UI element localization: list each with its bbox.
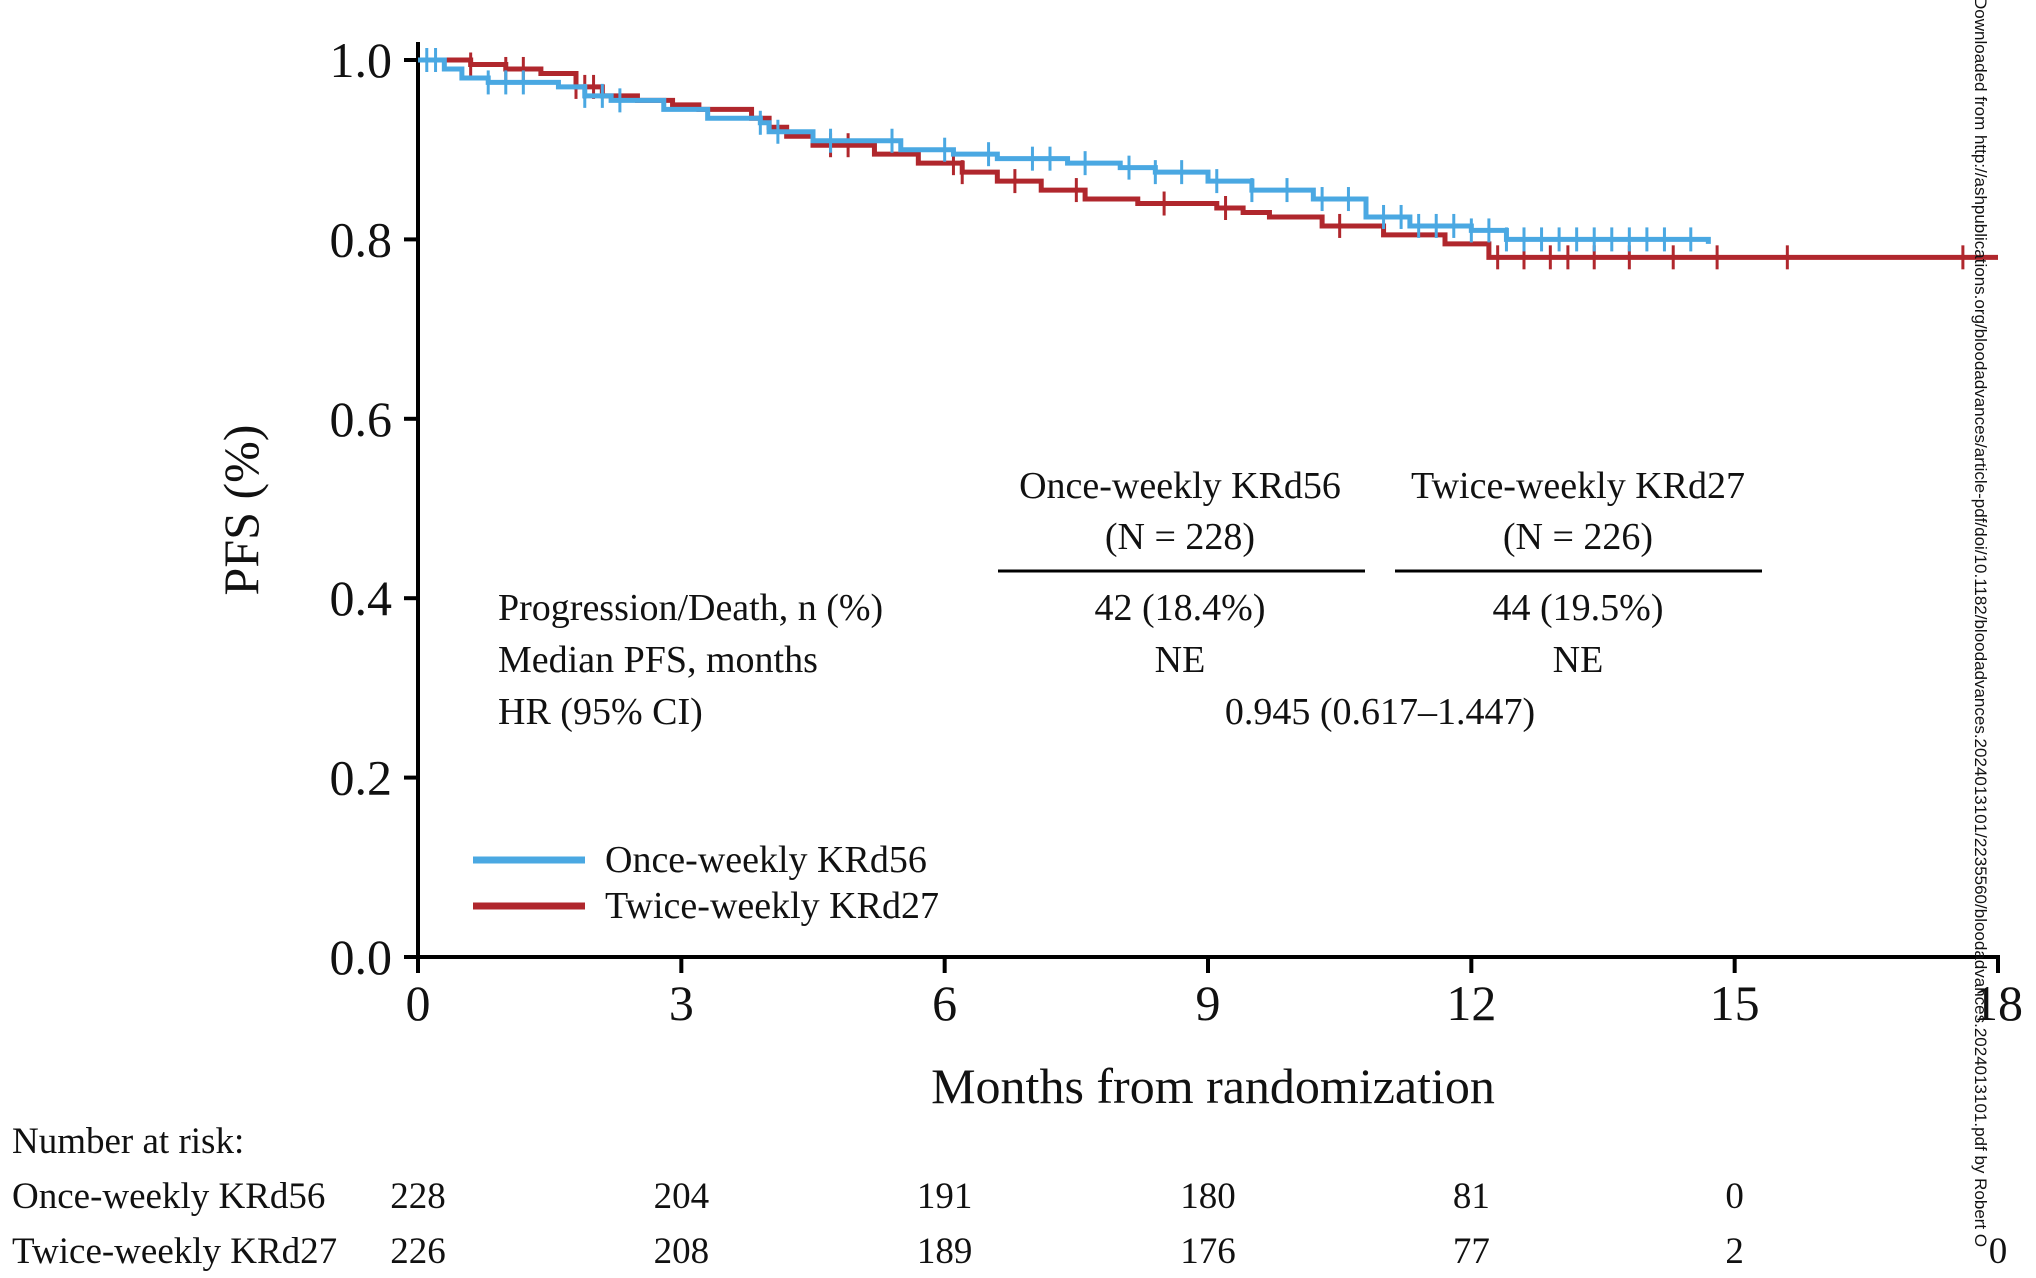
risk-value: 228 <box>390 1176 446 1217</box>
summary-cell: NE <box>1553 639 1604 681</box>
curve-twice-weekly <box>418 57 1998 260</box>
risk-value: 176 <box>1180 1231 1236 1272</box>
risk-value: 77 <box>1453 1231 1490 1272</box>
legend: Once-weekly KRd56 Twice-weekly KRd27 <box>473 839 939 927</box>
curve-once-weekly <box>418 57 1711 244</box>
x-tick-label: 0 <box>406 975 431 1031</box>
risk-value: 191 <box>917 1176 973 1217</box>
summary-col1-n: (N = 228) <box>1105 516 1255 558</box>
x-tick-label: 12 <box>1446 975 1496 1031</box>
summary-col2-n: (N = 226) <box>1503 516 1653 558</box>
y-tick-label: 0.0 <box>330 929 393 985</box>
y-tick-label: 0.8 <box>330 211 393 267</box>
summary-col2-name: Twice-weekly KRd27 <box>1411 465 1745 507</box>
y-tick-label: 0.6 <box>330 391 393 447</box>
x-tick-label: 18 <box>1973 975 2023 1031</box>
risk-row-label-once-weekly: Once-weekly KRd56 <box>12 1176 325 1217</box>
x-tick-label: 9 <box>1196 975 1221 1031</box>
summary-cell: NE <box>1155 639 1206 681</box>
risk-values: 228 204 191 180 81 0 226 208 189 176 77 2 0 <box>390 1176 2007 1272</box>
risk-value: 226 <box>390 1231 446 1272</box>
risk-value: 208 <box>654 1231 710 1272</box>
summary-hr-value: 0.945 (0.617–1.447) <box>1225 691 1535 733</box>
legend-label-once-weekly: Once-weekly KRd56 <box>605 839 927 881</box>
y-axis-ticks: 0.0 0.2 0.4 0.6 0.8 1.0 <box>330 32 418 985</box>
summary-row-label: HR (95% CI) <box>498 691 703 733</box>
series-twice-weekly <box>418 52 1998 270</box>
y-tick-label: 1.0 <box>330 32 393 88</box>
risk-value: 0 <box>1989 1231 2008 1272</box>
y-tick-label: 0.4 <box>330 570 393 626</box>
summary-table: Once-weekly KRd56 (N = 228) Twice-weekly… <box>498 465 1762 733</box>
risk-row-label-twice-weekly: Twice-weekly KRd27 <box>12 1231 337 1272</box>
x-axis-title: Months from randomization <box>931 1058 1495 1114</box>
summary-cell: 44 (19.5%) <box>1493 587 1664 629</box>
risk-value: 0 <box>1725 1176 1744 1217</box>
y-axis-title: PFS (%) <box>213 425 269 596</box>
series-once-weekly <box>418 48 1711 252</box>
risk-value: 2 <box>1725 1231 1744 1272</box>
legend-label-twice-weekly: Twice-weekly KRd27 <box>605 885 939 927</box>
number-at-risk-table: Number at risk: Once-weekly KRd56 Twice-… <box>12 1121 2007 1272</box>
summary-row-label: Progression/Death, n (%) <box>498 587 883 629</box>
download-watermark: Downloaded from http://ashpublications.o… <box>1971 0 1990 1247</box>
x-tick-label: 3 <box>669 975 694 1031</box>
risk-value: 189 <box>917 1231 973 1272</box>
risk-value: 180 <box>1180 1176 1236 1217</box>
risk-value: 81 <box>1453 1176 1490 1217</box>
risk-table-title: Number at risk: <box>12 1121 244 1162</box>
summary-cell: 42 (18.4%) <box>1095 587 1266 629</box>
y-tick-label: 0.2 <box>330 750 393 806</box>
x-tick-label: 6 <box>932 975 957 1031</box>
summary-row-label: Median PFS, months <box>498 639 818 681</box>
x-axis-ticks: 0 3 6 9 12 15 18 <box>406 957 2023 1031</box>
x-tick-label: 15 <box>1710 975 1760 1031</box>
axes: 0.0 0.2 0.4 0.6 0.8 1.0 0 3 6 9 12 15 18 <box>330 32 2024 1031</box>
risk-value: 204 <box>654 1176 710 1217</box>
survival-curves <box>418 48 1998 270</box>
summary-col1-name: Once-weekly KRd56 <box>1019 465 1341 507</box>
